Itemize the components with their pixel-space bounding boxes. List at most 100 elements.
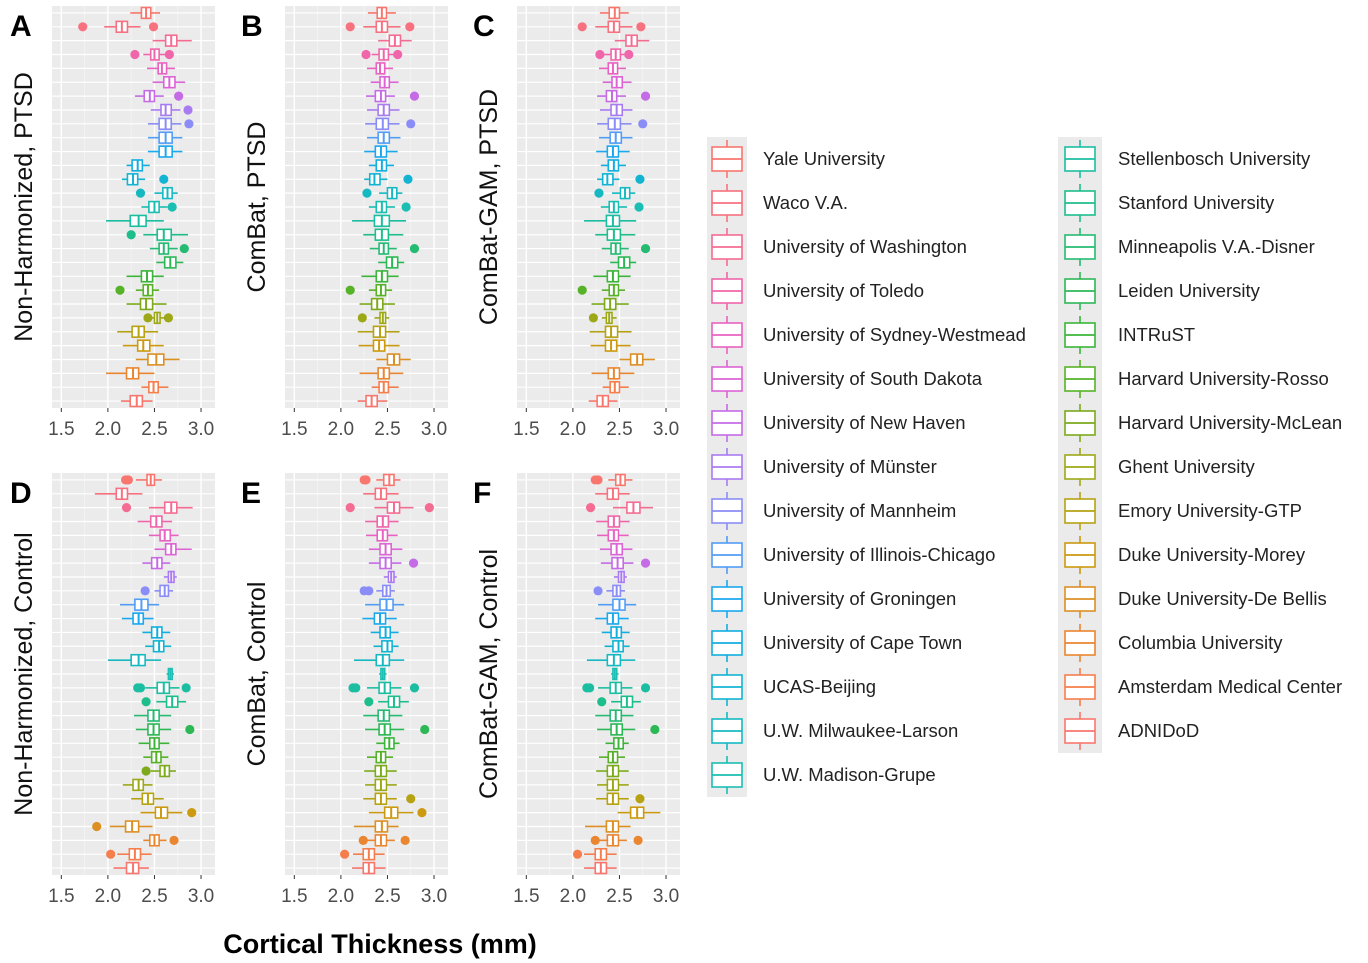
outlier-point [406, 119, 416, 129]
legend-label: Emory University-GTP [1118, 500, 1302, 521]
outlier-point [361, 49, 371, 60]
outlier-point [126, 230, 136, 240]
outlier-point [183, 105, 193, 115]
legend-item: University of Mannheim [711, 492, 956, 530]
boxplot-amsterdam-medical-center [602, 381, 629, 394]
legend-item: University of Sydney-Westmead [711, 316, 1026, 354]
panel-letter: B [241, 10, 263, 43]
boxplot-columbia-university [590, 834, 643, 847]
boxplot-university-of-washington [585, 501, 653, 514]
legend-item: University of Illinois-Chicago [711, 536, 995, 574]
boxplot-ghent-university [143, 311, 174, 325]
legend: Yale University Waco V.A. University of Wa… [707, 137, 1342, 797]
boxplot-university-of-sydney-westmead [366, 62, 394, 75]
legend-item: University of Münster [711, 448, 937, 486]
boxplot-emory-university-gtp [596, 792, 645, 805]
x-tick-label: 3.0 [188, 886, 214, 907]
outlier-point [400, 835, 410, 845]
legend-item: Duke University-Morey [1064, 536, 1306, 574]
boxplot-minneapolis-v-a-disner [595, 709, 634, 722]
boxplot-yale-university [130, 6, 161, 20]
boxplot-university-of-washington [152, 34, 192, 47]
x-tick-label: 3.0 [188, 419, 214, 440]
outlier-point [590, 475, 600, 485]
legend-item: UCAS-Beijing [711, 668, 876, 706]
boxplot-u-w-milwaukee-larson [107, 653, 161, 667]
boxplot-emory-university-gtp [117, 325, 159, 338]
x-tick-label: 3.0 [421, 419, 447, 440]
panel-letter: D [10, 477, 32, 510]
outlier-point [179, 243, 189, 254]
boxplot-leiden-university [135, 723, 195, 736]
boxplot-intrust [593, 270, 631, 283]
boxplot-duke-university-de-bellis [353, 820, 399, 833]
boxplot-leiden-university [365, 723, 430, 736]
panel-b: 1.5 2.0 2.5 3.0 B ComBat, PTSD [241, 6, 448, 440]
legend-item: University of New Haven [711, 404, 966, 442]
boxplot-columbia-university [591, 367, 635, 380]
outlier-point [130, 49, 140, 60]
boxplot-duke-university-de-bellis [619, 353, 655, 366]
boxplot-minneapolis-v-a-disner [363, 709, 403, 722]
boxplot-u-w-milwaukee-larson [594, 186, 636, 200]
legend-label: Minneapolis V.A.-Disner [1118, 236, 1315, 257]
boxplot-harvard-university-rosso [115, 283, 160, 297]
boxplot-university-of-illinois-chicago [119, 598, 160, 611]
boxplot-university-of-mannheim [365, 117, 416, 131]
legend-label: University of Illinois-Chicago [763, 544, 995, 565]
boxplot-university-of-sydney-westmead [147, 62, 175, 75]
panel-d: 1.5 2.0 2.5 3.0 D Non-Harmonized, Control [10, 473, 215, 907]
boxplot-ucas-beijing [145, 640, 172, 653]
boxplot-university-of-cape-town [142, 626, 171, 639]
outlier-point [143, 313, 153, 323]
boxplot-stanford-university [597, 695, 641, 708]
x-tick-label: 3.0 [653, 886, 679, 907]
boxplot-u-w-madison-grupe [379, 667, 387, 681]
x-tick-label: 1.5 [48, 419, 74, 440]
boxplot-university-of-toledo [596, 515, 630, 528]
y-axis-label: Non-Harmonized, PTSD [10, 72, 38, 342]
boxplot-university-of-toledo [361, 48, 403, 61]
legend-label: Stanford University [1118, 192, 1275, 213]
legend-label: University of South Dakota [763, 368, 983, 389]
outlier-point [624, 49, 634, 60]
legend-item: Minneapolis V.A.-Disner [1064, 228, 1315, 266]
y-axis-label: ComBat-GAM, PTSD [475, 89, 503, 325]
outlier-point [401, 202, 411, 212]
x-tick-label: 3.0 [421, 886, 447, 907]
outlier-point [640, 243, 651, 254]
boxplot-university-of-south-dakota [370, 76, 399, 89]
legend-label: University of Mannheim [763, 500, 956, 521]
boxplot-university-of-toledo [137, 515, 173, 528]
boxplot-university-of-groningen [364, 145, 398, 158]
legend-item: Amsterdam Medical Center [1064, 668, 1342, 706]
x-tick-label: 2.0 [328, 886, 354, 907]
boxplot-adnidod [113, 861, 149, 875]
boxplot-university-of-new-haven [597, 89, 651, 103]
outlier-point [409, 243, 420, 254]
boxplot-waco-v-a- [363, 487, 399, 500]
outlier-point [359, 475, 369, 485]
outlier-point [120, 475, 131, 485]
outlier-point [408, 558, 419, 568]
outlier-point [403, 174, 413, 184]
boxplot-leiden-university [378, 256, 405, 269]
boxplot-amsterdam-medical-center [106, 848, 152, 861]
outlier-point [92, 821, 102, 832]
boxplot-yale-university [367, 6, 396, 20]
boxplot-university-of-new-haven [142, 556, 171, 570]
boxplot-university-of-cape-town [126, 159, 150, 172]
boxplot-harvard-university-rosso [143, 750, 169, 764]
boxplot-university-of-m-nster [150, 103, 193, 117]
boxplot-university-of-sydney-westmead [598, 62, 626, 75]
boxplot-harvard-university-mclean [591, 297, 629, 311]
legend-item: University of Toledo [711, 272, 924, 310]
legend-label: Duke University-Morey [1118, 544, 1306, 565]
boxplot-u-w-madison-grupe [611, 667, 619, 681]
x-tick-label: 1.5 [48, 886, 74, 907]
legend-label: Yale University [763, 148, 886, 169]
boxplot-ucas-beijing [373, 640, 399, 653]
boxplot-university-of-groningen [595, 612, 629, 625]
outlier-point [638, 119, 648, 129]
panel-a: 1.5 2.0 2.5 3.0 A Non-Harmonized, PTSD [10, 6, 215, 440]
